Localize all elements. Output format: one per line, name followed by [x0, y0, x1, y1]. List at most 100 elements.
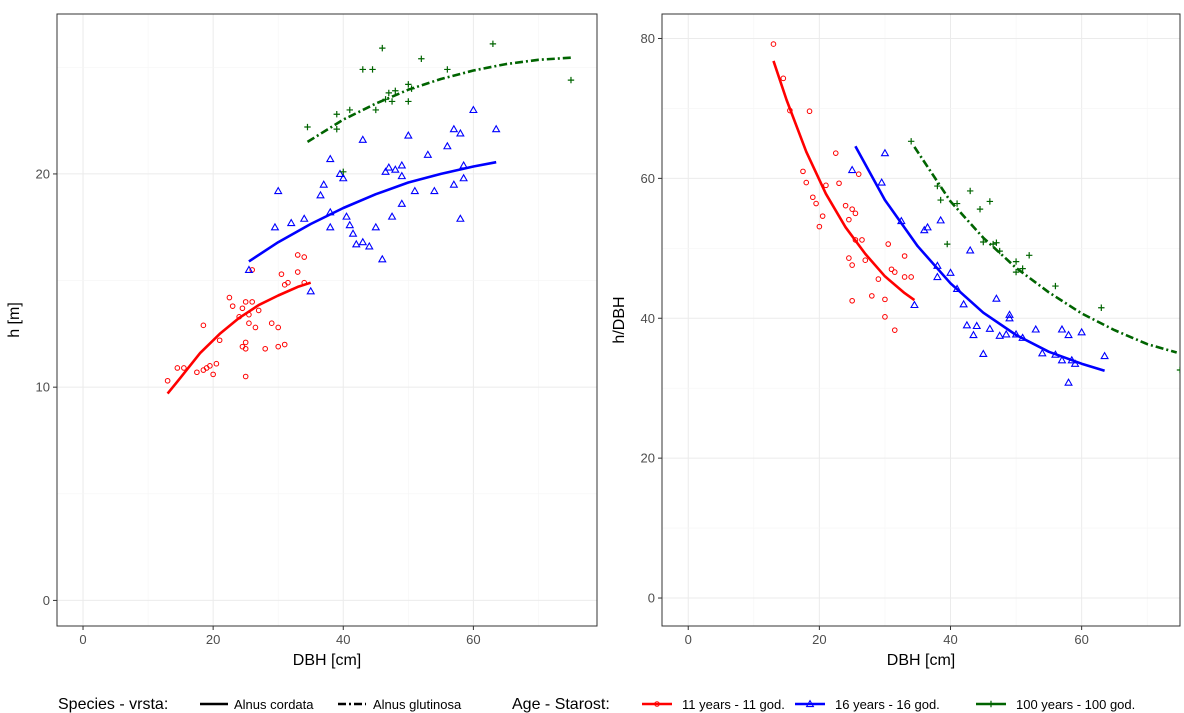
data-point	[443, 141, 452, 150]
data-point	[842, 202, 849, 209]
data-point	[273, 186, 283, 195]
data-point	[372, 106, 379, 114]
y-axis-title: h/DBH	[611, 296, 628, 343]
data-point	[855, 171, 862, 177]
legend-age-11: 11 years - 11 god.	[682, 697, 785, 712]
data-point	[489, 40, 497, 48]
data-point	[823, 182, 829, 189]
fit-line	[306, 56, 572, 144]
data-point	[937, 196, 944, 204]
y-tick-label: 60	[641, 171, 655, 186]
fit-line	[166, 281, 312, 395]
y-tick-label: 20	[641, 451, 655, 466]
data-point	[936, 215, 946, 224]
data-point	[1019, 265, 1026, 272]
data-point	[397, 160, 407, 169]
y-axis-title: h [m]	[6, 302, 23, 338]
data-point	[388, 98, 396, 105]
data-point	[965, 245, 975, 254]
data-point	[923, 222, 932, 231]
data-point	[229, 303, 236, 309]
data-point	[387, 212, 397, 220]
data-point	[859, 237, 865, 243]
data-point	[319, 180, 329, 188]
x-tick-label: 20	[206, 632, 220, 647]
fit-line	[854, 145, 1105, 372]
data-point	[384, 163, 394, 171]
data-point	[338, 173, 348, 182]
data-point	[907, 138, 915, 145]
data-point	[333, 111, 340, 118]
data-point	[410, 186, 420, 195]
data-point	[469, 105, 478, 114]
data-point	[216, 337, 223, 344]
data-point	[849, 206, 855, 212]
data-point	[418, 55, 425, 62]
data-point	[813, 200, 819, 207]
data-point	[846, 216, 852, 223]
height-chart-panel: 0 20 40 60 0 10 20 DBH [cm] h [m]	[6, 13, 598, 669]
data-point	[364, 241, 374, 250]
panel-border	[56, 13, 598, 627]
data-point	[849, 297, 855, 304]
data-point	[888, 266, 895, 273]
data-point	[262, 345, 268, 352]
data-point	[255, 307, 262, 314]
data-point	[1064, 330, 1073, 339]
data-point	[456, 214, 465, 222]
data-point	[449, 180, 459, 188]
y-tick-label: 0	[43, 593, 50, 608]
data-point	[340, 168, 347, 175]
data-point	[397, 199, 407, 207]
legend-species-cordata: Alnus cordata	[234, 697, 314, 712]
plot-area	[164, 40, 575, 395]
data-point	[1005, 310, 1014, 318]
data-point	[816, 223, 823, 230]
ratio-chart-panel: 0 20 40 60 0 20 40 60 80 DBH [cm] h/DBH	[611, 13, 1181, 669]
data-point	[978, 349, 988, 358]
data-point	[1057, 355, 1067, 364]
y-tick-label: 40	[641, 311, 655, 326]
fit-line	[772, 60, 916, 302]
data-point	[800, 168, 806, 175]
data-point	[891, 327, 898, 333]
data-point	[1012, 258, 1020, 265]
data-point	[908, 274, 914, 280]
data-point	[803, 179, 810, 186]
data-point	[1001, 329, 1011, 338]
data-point	[268, 320, 275, 326]
data-point	[875, 276, 882, 282]
data-point	[901, 274, 908, 280]
x-tick-label: 20	[812, 632, 826, 647]
series-1	[164, 252, 312, 395]
data-point	[358, 237, 368, 246]
data-point	[877, 178, 887, 186]
data-point	[369, 66, 376, 73]
x-tick-label: 40	[336, 632, 350, 647]
data-point	[213, 360, 220, 367]
data-point	[882, 314, 888, 320]
data-point	[891, 269, 898, 275]
data-point	[249, 299, 255, 305]
data-point	[181, 365, 187, 371]
data-point	[444, 66, 451, 73]
data-point	[164, 377, 171, 384]
data-point	[985, 324, 995, 332]
data-point	[210, 371, 216, 378]
data-point	[1176, 366, 1180, 374]
data-point	[953, 200, 961, 207]
data-point	[885, 241, 892, 247]
data-point	[846, 255, 852, 261]
fit-line	[248, 160, 497, 263]
data-point	[342, 212, 351, 220]
data-point	[459, 173, 468, 182]
x-axis-title: DBH [cm]	[293, 652, 361, 669]
data-point	[299, 214, 309, 222]
data-point	[252, 324, 259, 331]
data-point	[242, 373, 249, 380]
data-point	[379, 44, 386, 52]
legend-species-title: Species - vrsta:	[58, 696, 168, 713]
data-point	[847, 165, 857, 174]
data-point	[966, 187, 974, 195]
data-point	[244, 265, 254, 273]
